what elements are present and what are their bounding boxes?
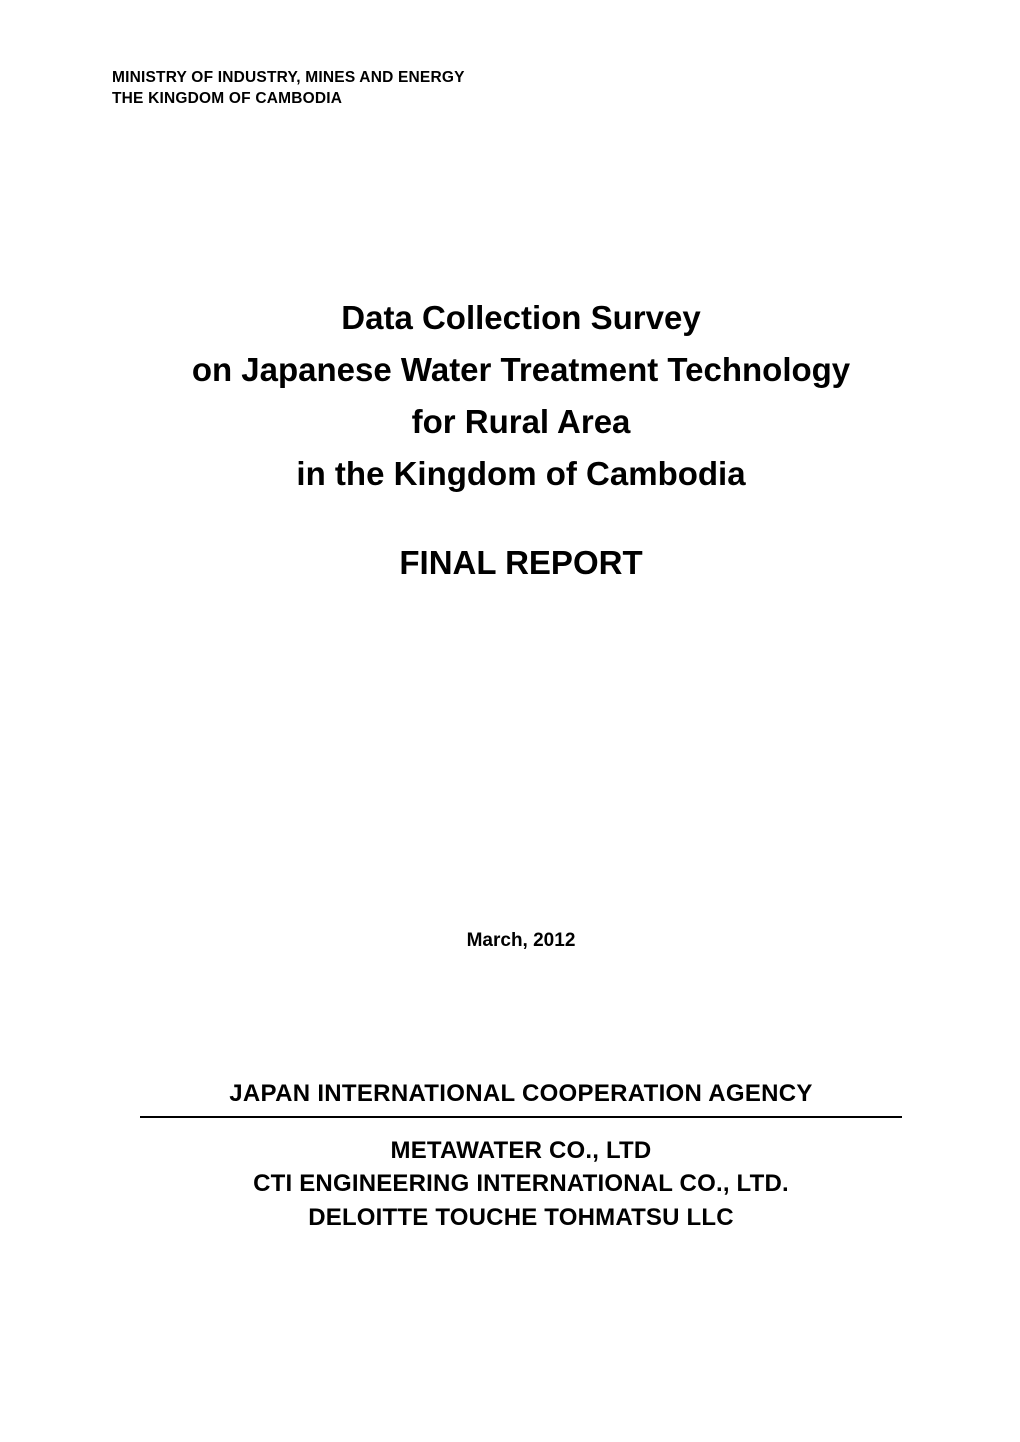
divider-line [140,1116,902,1118]
title-line-2: on Japanese Water Treatment Technology [112,344,930,396]
title-line-3: for Rural Area [112,396,930,448]
ministry-line: MINISTRY OF INDUSTRY, MINES AND ENERGY [112,68,930,89]
date-block: March, 2012 [112,930,930,952]
org-line-3: DELOITTE TOUCHE TOHMATSU LLC [112,1201,930,1234]
organizations-block: METAWATER CO., LTD CTI ENGINEERING INTER… [112,1134,930,1233]
agency-name: JAPAN INTERNATIONAL COOPERATION AGENCY [112,1080,930,1108]
title-line-1: Data Collection Survey [112,292,930,344]
publication-date: March, 2012 [112,930,930,952]
title-block: Data Collection Survey on Japanese Water… [112,292,930,501]
org-line-2: CTI ENGINEERING INTERNATIONAL CO., LTD. [112,1167,930,1200]
title-line-4: in the Kingdom of Cambodia [112,448,930,500]
cover-page: MINISTRY OF INDUSTRY, MINES AND ENERGY T… [0,0,1020,1442]
org-line-1: METAWATER CO., LTD [112,1134,930,1167]
report-type: FINAL REPORT [112,544,930,582]
subtitle-block: FINAL REPORT [112,544,930,582]
agency-block: JAPAN INTERNATIONAL COOPERATION AGENCY [112,1080,930,1118]
header-block: MINISTRY OF INDUSTRY, MINES AND ENERGY T… [112,68,930,110]
country-line: THE KINGDOM OF CAMBODIA [112,89,930,110]
